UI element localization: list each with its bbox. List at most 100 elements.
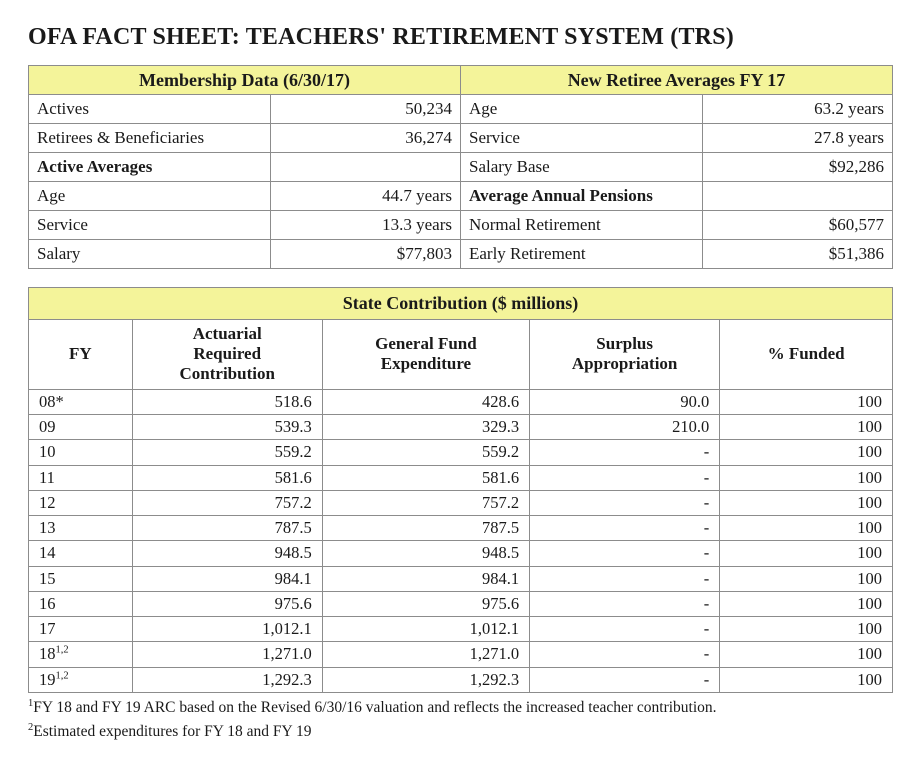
- cell-sa: -: [530, 490, 720, 515]
- cell-label: Salary Base: [460, 153, 702, 182]
- table-row: 11581.6581.6-100: [29, 465, 893, 490]
- table-row: 181,21,271.01,271.0-100: [29, 642, 893, 667]
- cell-gf: 581.6: [322, 465, 529, 490]
- cell-fy: 14: [29, 541, 133, 566]
- table-header-row: Membership Data (6/30/17) New Retiree Av…: [29, 66, 893, 95]
- cell-label: Age: [29, 182, 271, 211]
- cell-value: 50,234: [270, 95, 460, 124]
- cell-pct: 100: [720, 617, 893, 642]
- table-row: 08*518.6428.690.0100: [29, 389, 893, 414]
- cell-value: [702, 182, 892, 211]
- membership-retiree-table: Membership Data (6/30/17) New Retiree Av…: [28, 65, 893, 269]
- cell-gf: 1,012.1: [322, 617, 529, 642]
- footnote: 1FY 18 and FY 19 ARC based on the Revise…: [28, 697, 893, 719]
- membership-retiree-panel: Membership Data (6/30/17) New Retiree Av…: [28, 65, 893, 269]
- cell-label: Retirees & Beneficiaries: [29, 124, 271, 153]
- cell-sa: -: [530, 465, 720, 490]
- cell-arc: 984.1: [132, 566, 322, 591]
- cell-value: 13.3 years: [270, 211, 460, 240]
- col-fy: FY: [29, 319, 133, 389]
- cell-value: $92,286: [702, 153, 892, 182]
- table-row: 13787.5787.5-100: [29, 516, 893, 541]
- cell-pct: 100: [720, 490, 893, 515]
- cell-gf: 757.2: [322, 490, 529, 515]
- table-row: Service13.3 yearsNormal Retirement$60,57…: [29, 211, 893, 240]
- col-pct: % Funded: [720, 319, 893, 389]
- cell-label: Actives: [29, 95, 271, 124]
- cell-arc: 948.5: [132, 541, 322, 566]
- cell-label: Salary: [29, 240, 271, 269]
- cell-gf: 1,292.3: [322, 667, 529, 692]
- cell-value: $60,577: [702, 211, 892, 240]
- table-row: 16975.6975.6-100: [29, 591, 893, 616]
- cell-arc: 1,012.1: [132, 617, 322, 642]
- cell-arc: 1,271.0: [132, 642, 322, 667]
- cell-pct: 100: [720, 465, 893, 490]
- cell-value: 44.7 years: [270, 182, 460, 211]
- table-banner-row: State Contribution ($ millions): [29, 288, 893, 319]
- table-row: Salary$77,803Early Retirement$51,386: [29, 240, 893, 269]
- cell-pct: 100: [720, 541, 893, 566]
- table-row: 09539.3329.3210.0100: [29, 415, 893, 440]
- cell-sa: -: [530, 440, 720, 465]
- cell-sa: -: [530, 566, 720, 591]
- cell-gf: 329.3: [322, 415, 529, 440]
- cell-label: Active Averages: [29, 153, 271, 182]
- table-row: 171,012.11,012.1-100: [29, 617, 893, 642]
- cell-value: 36,274: [270, 124, 460, 153]
- cell-value: 63.2 years: [702, 95, 892, 124]
- cell-gf: 984.1: [322, 566, 529, 591]
- cell-sa: -: [530, 642, 720, 667]
- cell-pct: 100: [720, 642, 893, 667]
- cell-arc: 757.2: [132, 490, 322, 515]
- table-row: 191,21,292.31,292.3-100: [29, 667, 893, 692]
- cell-pct: 100: [720, 516, 893, 541]
- cell-sa: -: [530, 617, 720, 642]
- membership-header: Membership Data (6/30/17): [29, 66, 461, 95]
- cell-sa: -: [530, 591, 720, 616]
- cell-fy: 10: [29, 440, 133, 465]
- table-row: 10559.2559.2-100: [29, 440, 893, 465]
- cell-label: Normal Retirement: [460, 211, 702, 240]
- cell-sa: -: [530, 516, 720, 541]
- cell-label: Service: [29, 211, 271, 240]
- cell-gf: 975.6: [322, 591, 529, 616]
- cell-arc: 581.6: [132, 465, 322, 490]
- cell-label: Early Retirement: [460, 240, 702, 269]
- cell-gf: 787.5: [322, 516, 529, 541]
- cell-fy: 16: [29, 591, 133, 616]
- col-sa: SurplusAppropriation: [530, 319, 720, 389]
- cell-gf: 428.6: [322, 389, 529, 414]
- cell-value: $51,386: [702, 240, 892, 269]
- cell-fy: 12: [29, 490, 133, 515]
- cell-pct: 100: [720, 389, 893, 414]
- cell-gf: 1,271.0: [322, 642, 529, 667]
- table-row: 14948.5948.5-100: [29, 541, 893, 566]
- table-row: 12757.2757.2-100: [29, 490, 893, 515]
- cell-fy: 11: [29, 465, 133, 490]
- cell-fy: 15: [29, 566, 133, 591]
- cell-pct: 100: [720, 667, 893, 692]
- page-title: OFA FACT SHEET: TEACHERS' RETIREMENT SYS…: [28, 24, 893, 51]
- cell-arc: 539.3: [132, 415, 322, 440]
- cell-fy: 181,2: [29, 642, 133, 667]
- cell-label: Average Annual Pensions: [460, 182, 702, 211]
- table-row: 15984.1984.1-100: [29, 566, 893, 591]
- cell-pct: 100: [720, 415, 893, 440]
- cell-fy: 17: [29, 617, 133, 642]
- cell-pct: 100: [720, 440, 893, 465]
- footnote: 2Estimated expenditures for FY 18 and FY…: [28, 721, 893, 743]
- table-row: Age44.7 yearsAverage Annual Pensions: [29, 182, 893, 211]
- cell-sa: -: [530, 667, 720, 692]
- cell-arc: 975.6: [132, 591, 322, 616]
- cell-sa: 210.0: [530, 415, 720, 440]
- cell-arc: 559.2: [132, 440, 322, 465]
- cell-label: Service: [460, 124, 702, 153]
- table-row: Retirees & Beneficiaries36,274Service27.…: [29, 124, 893, 153]
- col-gf: General FundExpenditure: [322, 319, 529, 389]
- cell-sa: -: [530, 541, 720, 566]
- table-row: Active Averages Salary Base$92,286: [29, 153, 893, 182]
- cell-label: Age: [460, 95, 702, 124]
- contribution-banner: State Contribution ($ millions): [29, 288, 893, 319]
- cell-sa: 90.0: [530, 389, 720, 414]
